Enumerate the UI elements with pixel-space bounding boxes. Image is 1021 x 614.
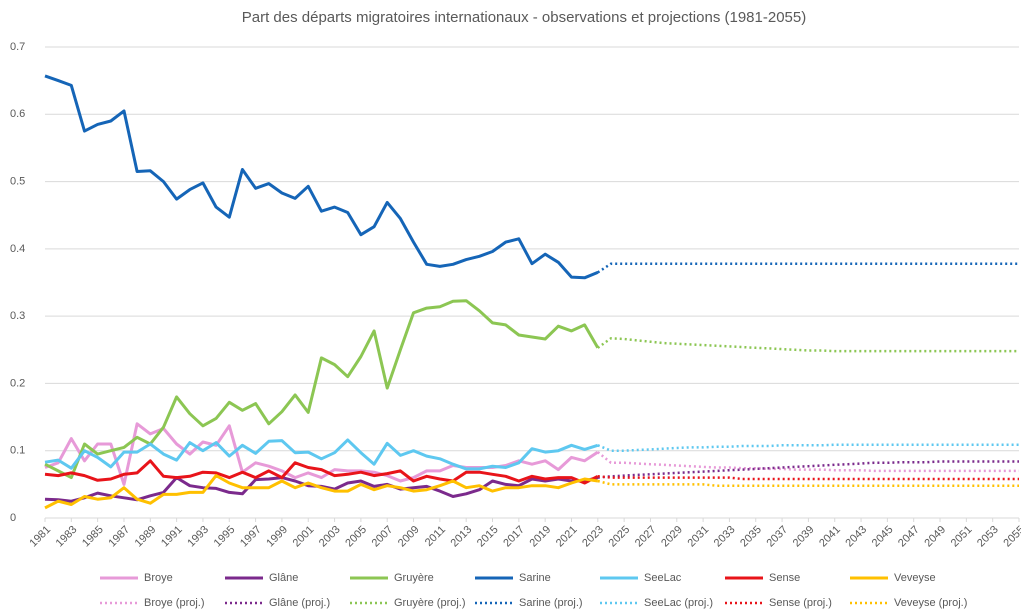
series-line xyxy=(597,479,1019,487)
x-tick-label: 1999 xyxy=(264,524,290,550)
x-tick-label: 2003 xyxy=(317,524,343,550)
x-tick-label: 2013 xyxy=(449,524,475,550)
x-tick-label: 1985 xyxy=(80,524,106,550)
x-tick-label: 2009 xyxy=(396,524,422,550)
legend-label: Broye xyxy=(144,572,173,584)
x-tick-label: 2023 xyxy=(580,524,606,550)
legend-label: Veveyse (proj.) xyxy=(894,597,967,609)
x-tick-label: 2019 xyxy=(528,524,554,550)
x-tick-label: 2041 xyxy=(817,524,843,550)
x-tick-label: 1995 xyxy=(212,524,238,550)
series-line xyxy=(44,459,599,485)
chart-title: Part des départs migratoires internation… xyxy=(242,9,806,26)
x-tick-label: 1997 xyxy=(238,524,264,550)
y-tick-label: 0.6 xyxy=(10,108,25,120)
series-line xyxy=(44,422,599,486)
x-tick-label: 2047 xyxy=(896,524,922,550)
x-tick-label: 2005 xyxy=(343,524,369,550)
x-tick-label: 1991 xyxy=(159,524,185,550)
legend-label: Broye (proj.) xyxy=(144,597,205,609)
x-tick-label: 1987 xyxy=(106,524,132,550)
y-tick-label: 0.7 xyxy=(10,41,25,53)
y-tick-label: 0.2 xyxy=(10,377,25,389)
y-tick-label: 0.3 xyxy=(10,310,25,322)
x-tick-label: 2027 xyxy=(633,524,659,550)
legend-label: Sense xyxy=(769,572,800,584)
x-tick-label: 2035 xyxy=(738,524,764,550)
series-line xyxy=(44,74,599,280)
legend-label: Sarine xyxy=(519,572,551,584)
x-tick-label: 2025 xyxy=(607,524,633,550)
x-tick-label: 2045 xyxy=(870,524,896,550)
x-tick-label: 2055 xyxy=(1001,524,1021,550)
x-tick-label: 2033 xyxy=(712,524,738,550)
series-line xyxy=(597,262,1019,274)
legend-label: Sarine (proj.) xyxy=(519,597,583,609)
x-tick-label: 1993 xyxy=(185,524,211,550)
series-line xyxy=(597,460,1019,479)
legend-label: Glâne xyxy=(269,572,298,584)
x-tick-label: 2017 xyxy=(501,524,527,550)
x-tick-label: 2015 xyxy=(475,524,501,550)
series-line xyxy=(597,337,1019,353)
x-tick-label: 2031 xyxy=(685,524,711,550)
series-line xyxy=(597,475,1019,481)
legend-label: Veveyse xyxy=(894,572,936,584)
y-tick-label: 0.1 xyxy=(10,445,25,457)
x-tick-label: 1981 xyxy=(27,524,53,550)
x-tick-label: 2043 xyxy=(843,524,869,550)
x-tick-label: 2001 xyxy=(291,524,317,550)
series-line xyxy=(44,299,600,480)
x-tick-label: 2039 xyxy=(791,524,817,550)
series-line xyxy=(44,474,599,510)
x-tick-label: 2021 xyxy=(554,524,580,550)
x-tick-label: 2053 xyxy=(975,524,1001,550)
x-tick-label: 1983 xyxy=(54,524,80,550)
legend-label: Glâne (proj.) xyxy=(269,597,330,609)
series-line xyxy=(597,451,1019,473)
legend-label: Gruyère (proj.) xyxy=(394,597,466,609)
x-tick-label: 1989 xyxy=(133,524,159,550)
series-line xyxy=(44,438,599,471)
x-tick-label: 2037 xyxy=(764,524,790,550)
legend-label: Sense (proj.) xyxy=(769,597,832,609)
x-tick-label: 2029 xyxy=(659,524,685,550)
y-tick-label: 0.5 xyxy=(10,175,25,187)
x-tick-label: 2051 xyxy=(949,524,975,550)
y-tick-label: 0 xyxy=(10,512,16,524)
series-line xyxy=(597,443,1019,452)
x-tick-label: 2049 xyxy=(922,524,948,550)
y-tick-label: 0.4 xyxy=(10,243,25,255)
x-tick-label: 2007 xyxy=(370,524,396,550)
legend-label: SeeLac (proj.) xyxy=(644,597,713,609)
x-tick-label: 2011 xyxy=(423,524,448,549)
legend-label: Gruyère xyxy=(394,572,434,584)
legend-label: SeeLac xyxy=(644,572,682,584)
